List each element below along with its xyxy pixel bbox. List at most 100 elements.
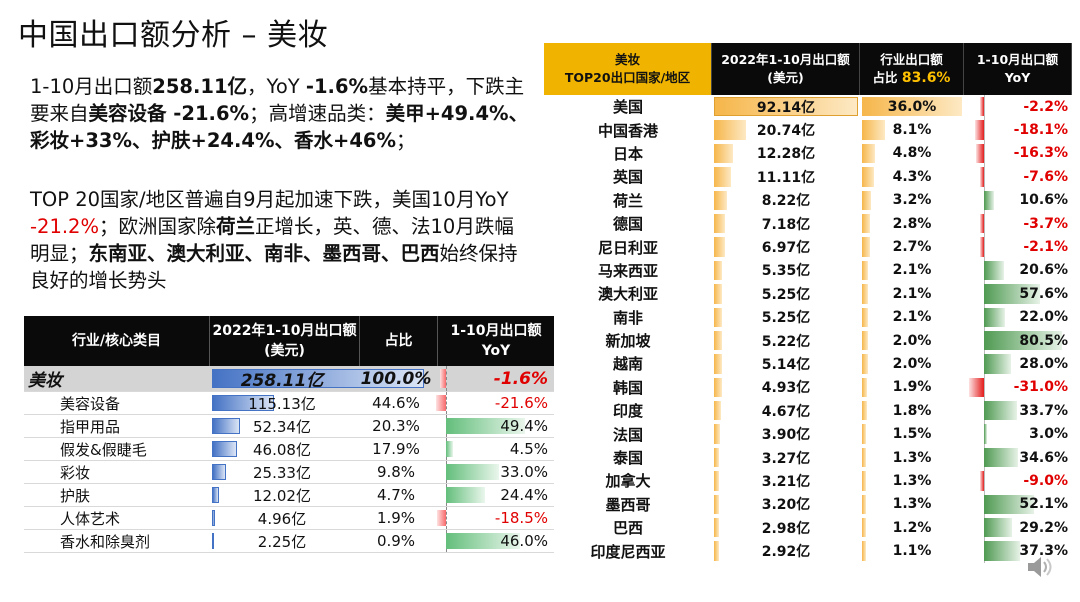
amount-bar: [714, 120, 747, 140]
share-bar: [862, 471, 866, 491]
yoy-cell: 28.0%: [964, 352, 1072, 376]
yoy-bar: [984, 424, 987, 444]
yoy-value: -7.6%: [1023, 168, 1068, 185]
yoy-cell: 46.0%: [438, 530, 554, 552]
yoy-cell: 4.5%: [438, 438, 554, 460]
amount-cell: 46.08亿: [210, 438, 360, 460]
amount-cell: 3.21亿: [712, 469, 860, 492]
yoy-cell: -16.3%: [964, 141, 1072, 166]
yoy-cell: 52.1%: [964, 492, 1072, 517]
share-cell: 2.1%: [860, 306, 964, 329]
category-name: 香水和除臭剂: [60, 532, 151, 551]
paragraph-segment: 始终保持良好的增长势头: [30, 242, 518, 292]
yoy-axis: [984, 211, 985, 236]
paragraph-segment: -1.6%: [305, 75, 369, 98]
summary-paragraph: 1-10月出口额258.11亿，YoY -1.6%基本持平，下跌主要来自美容设备…: [30, 73, 530, 154]
amount-cell: 4.67亿: [712, 399, 860, 422]
yoy-axis: [984, 469, 985, 493]
share-cell: 1.2%: [860, 516, 964, 539]
paragraph-segment: TOP 20国家/地区普遍自9月起加速下跌，美国10月YoY: [30, 188, 509, 211]
share-value: 4.8%: [892, 145, 932, 162]
share-value: 2.0%: [892, 332, 932, 349]
amount-cell: 5.25亿: [712, 306, 860, 329]
share-bar: [862, 494, 866, 515]
amount-value: 3.27亿: [761, 450, 811, 467]
amount-bar: [212, 464, 226, 480]
country-row: 美国 92.14亿 36.0% -2.2%: [544, 95, 1072, 119]
paragraph-segment: ；高增速品类：: [249, 102, 386, 125]
country-row: 南非 5.25亿 2.1% 22.0%: [544, 305, 1072, 329]
share-cell: 8.1%: [860, 118, 964, 141]
paragraph-segment: 美容设备 -21.6%: [88, 102, 250, 125]
yoy-bar: [446, 487, 486, 503]
amount-bar: [714, 330, 723, 351]
yoy-bar: [980, 213, 984, 234]
yoy-bar: [440, 369, 446, 388]
share-cell: 1.1%: [860, 539, 964, 562]
share-bar: [862, 377, 868, 398]
country-row: 墨西哥 3.20亿 1.3% 52.1%: [544, 492, 1072, 517]
yoy-bar: [984, 330, 1062, 351]
country-table-header: 美妆 TOP20出口国家/地区 2022年1-10月出口额 (美元) 行业出口额…: [544, 43, 1072, 95]
yoy-bar: [984, 284, 1040, 304]
yoy-bar: [446, 441, 454, 457]
country-table: 美妆 TOP20出口国家/地区 2022年1-10月出口额 (美元) 行业出口额…: [544, 43, 1072, 563]
yoy-cell: 80.5%: [964, 328, 1072, 353]
amount-bar: [714, 354, 723, 374]
share-value: 44.6%: [372, 394, 420, 412]
amount-bar: [714, 284, 723, 304]
yoy-value: -9.0%: [1023, 472, 1068, 489]
share-bar: [862, 284, 868, 304]
amount-bar: [714, 190, 727, 210]
amount-cell: 12.28亿: [712, 142, 860, 165]
share-value: 2.1%: [892, 285, 932, 302]
amount-value: 4.93亿: [761, 380, 811, 397]
yoy-value: -1.6%: [493, 368, 548, 389]
amount-value: 5.25亿: [761, 310, 811, 327]
share-bar: [862, 354, 868, 374]
country-name: 韩国: [612, 378, 643, 397]
yoy-value: 22.0%: [1019, 309, 1068, 326]
amount-value: 2.25亿: [257, 532, 307, 551]
category-table-header: 行业/核心类目 2022年1-10月出口额 (美元) 占比 1-10月出口额 Y…: [24, 316, 554, 366]
yoy-bar: [984, 518, 1013, 538]
amount-bar: [212, 487, 219, 503]
header-country: 美妆 TOP20出口国家/地区: [544, 43, 712, 95]
share-value: 17.9%: [372, 440, 420, 458]
yoy-cell: -2.1%: [964, 235, 1072, 259]
country-row: 巴西 2.98亿 1.2% 29.2%: [544, 516, 1072, 540]
yoy-bar: [979, 471, 984, 491]
share-cell: 4.8%: [860, 142, 964, 165]
yoy-cell: 24.4%: [438, 484, 554, 506]
share-bar: [862, 120, 885, 140]
country-name: 澳大利亚: [597, 285, 658, 304]
yoy-cell: 57.6%: [964, 282, 1072, 306]
share-value: 4.7%: [376, 486, 416, 504]
yoy-cell: 3.0%: [964, 422, 1072, 446]
yoy-bar: [984, 354, 1012, 374]
speaker-icon[interactable]: [1024, 552, 1054, 582]
yoy-value: 20.6%: [1019, 262, 1068, 279]
share-bar: [862, 167, 874, 187]
amount-cell: 25.33亿: [210, 461, 360, 483]
amount-value: 2.92亿: [761, 544, 811, 561]
yoy-value: 80.5%: [1019, 332, 1068, 349]
amount-bar: [714, 237, 725, 257]
amount-cell: 20.74亿: [712, 118, 860, 141]
paragraph-segment: 正增长，英、德、法10月跌幅明显；: [30, 215, 514, 265]
yoy-bar: [446, 533, 520, 549]
country-row: 澳大利亚 5.25亿 2.1% 57.6%: [544, 282, 1072, 306]
share-cell: 1.3%: [860, 446, 964, 469]
amount-cell: 3.27亿: [712, 446, 860, 469]
yoy-value: -21.6%: [494, 394, 548, 412]
category-row: 彩妆 25.33亿 9.8% 33.0%: [24, 461, 554, 484]
share-value: 1.3%: [892, 496, 932, 513]
share-bar: [862, 307, 868, 327]
amount-bar: [212, 533, 214, 549]
paragraph-segment: 258.11亿: [152, 75, 248, 98]
category-name: 美容设备: [60, 394, 121, 413]
amount-cell: 5.22亿: [712, 329, 860, 352]
country-row: 尼日利亚 6.97亿 2.7% -2.1%: [544, 235, 1072, 259]
yoy-axis: [984, 95, 985, 119]
share-value: 2.0%: [892, 355, 932, 372]
